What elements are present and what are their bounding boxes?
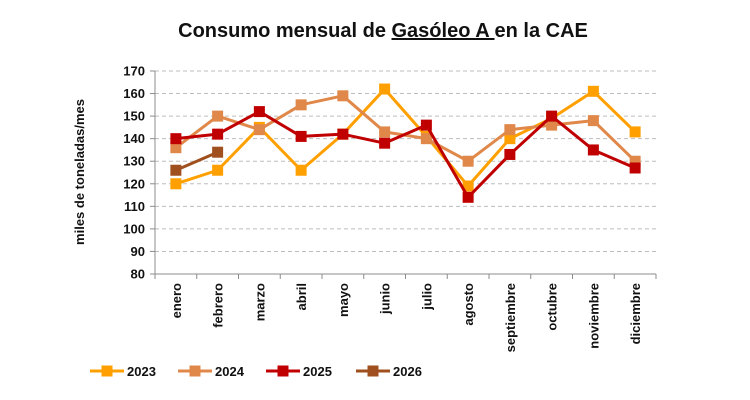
legend-marker [189, 365, 201, 377]
data-point [295, 164, 307, 176]
data-point [629, 155, 641, 167]
y-tick-label: 100 [123, 221, 145, 236]
series-line [175, 87, 637, 188]
data-point [462, 191, 474, 203]
legend-marker [367, 365, 379, 377]
data-point [212, 146, 224, 158]
axes [150, 70, 657, 279]
series-2025 [170, 106, 641, 203]
data-point [212, 110, 224, 122]
data-point [212, 164, 224, 176]
y-tick-label: 130 [123, 154, 145, 169]
legend: 2023 2024 2025 2026 [90, 364, 422, 379]
data-point [253, 124, 265, 136]
x-tick-label: octubre [545, 283, 560, 331]
chart-title-suffix: en la CAE [495, 20, 588, 42]
data-point [379, 137, 391, 149]
chart-title: Consumo mensual de Gasóleo A en la CAE [178, 20, 588, 42]
data-point [504, 133, 516, 145]
data-point [504, 124, 516, 136]
chart-title-underlined: Gasóleo A [392, 20, 495, 42]
x-tick-label: septiembre [503, 283, 518, 352]
y-tick-label: 90 [131, 244, 145, 259]
x-tick-label: febrero [211, 283, 226, 328]
legend-item-2024: 2024 [178, 364, 245, 379]
data-point [212, 128, 224, 140]
y-tick-label: 120 [123, 176, 145, 191]
y-tick-label: 140 [123, 131, 145, 146]
y-tick-label: 170 [123, 64, 145, 79]
y-tick-labels: 80 90 100 110 120 130 140 150 160 170 [123, 64, 145, 282]
legend-label: 2023 [127, 364, 156, 379]
chart-title-prefix: Consumo mensual de [178, 20, 391, 42]
data-point [337, 128, 349, 140]
series-line [175, 150, 219, 172]
data-point [170, 133, 182, 145]
data-point [170, 142, 182, 154]
x-tick-labels: enero febrero marzo abril mayo junio julio agos… [169, 283, 643, 352]
legend-label: 2026 [393, 364, 422, 379]
y-tick-label: 160 [123, 86, 145, 101]
y-tick-label: 80 [131, 267, 145, 282]
x-tick-label: enero [169, 283, 184, 318]
x-tick-label: marzo [252, 283, 267, 321]
data-point [170, 164, 182, 176]
legend-label: 2024 [215, 364, 245, 379]
data-point [379, 83, 391, 95]
data-point [462, 155, 474, 167]
data-point [379, 126, 391, 138]
y-axis-label: miles de toneladas/mes [72, 99, 87, 245]
x-tick-label: junio [378, 283, 393, 315]
data-point [629, 162, 641, 174]
data-point [629, 126, 641, 138]
legend-marker [101, 365, 113, 377]
data-point [587, 144, 599, 156]
y-tick-label: 110 [124, 199, 145, 214]
legend-item-2023: 2023 [90, 364, 156, 379]
data-point [587, 85, 599, 97]
x-tick-label: diciembre [628, 283, 643, 344]
legend-label: 2025 [303, 364, 332, 379]
x-tick-label: abril [294, 283, 309, 310]
data-point [462, 180, 474, 192]
x-tick-label: mayo [336, 283, 351, 317]
x-tick-label: noviembre [586, 283, 601, 349]
data-point [253, 106, 265, 118]
data-point [420, 133, 432, 145]
data-point [546, 119, 558, 131]
series-group [170, 83, 641, 203]
data-point [295, 130, 307, 142]
data-point [587, 115, 599, 127]
data-point [295, 99, 307, 111]
x-tick-label: agosto [461, 283, 476, 326]
x-tick-label: julio [419, 283, 434, 311]
legend-marker [277, 365, 289, 377]
legend-item-2026: 2026 [356, 364, 422, 379]
series-line [175, 110, 636, 199]
legend-item-2025: 2025 [266, 364, 332, 379]
data-point [420, 119, 432, 131]
data-point [504, 148, 516, 160]
y-tick-label: 150 [123, 109, 145, 124]
data-point [170, 178, 182, 190]
series-2023 [170, 83, 641, 192]
data-point [546, 110, 558, 122]
series-2026 [170, 146, 224, 176]
series-2024 [170, 90, 641, 167]
data-point [337, 90, 349, 102]
